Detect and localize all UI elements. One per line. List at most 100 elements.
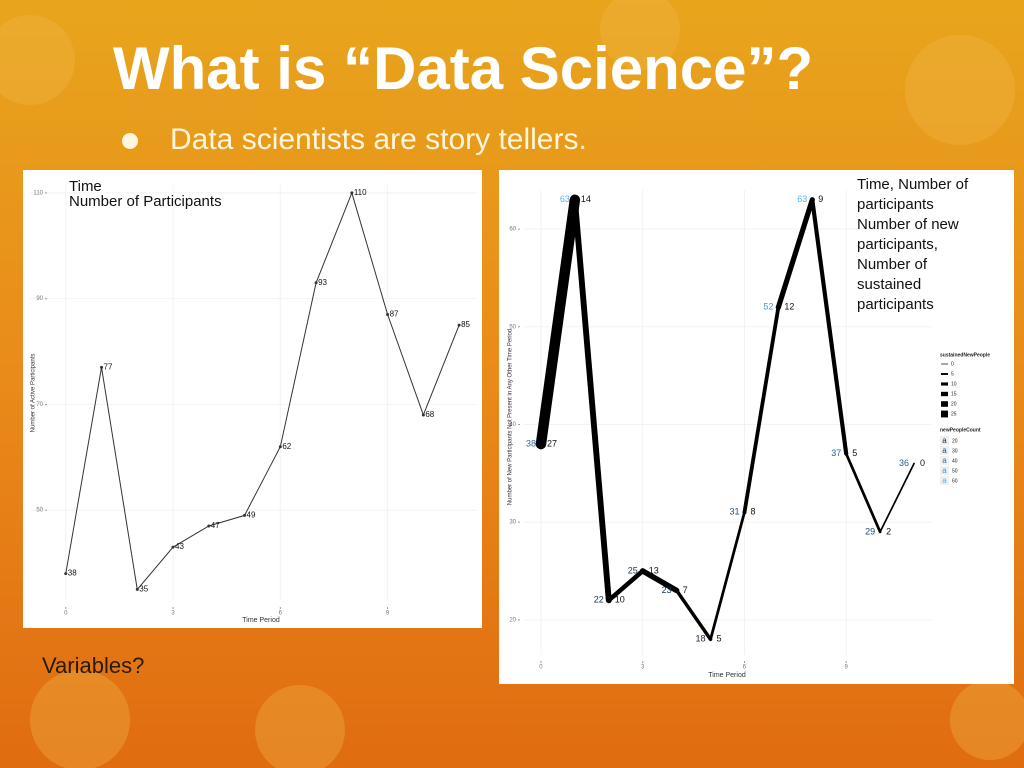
annotation: Time [69, 178, 102, 195]
legend-label: 0 [951, 361, 954, 367]
legend-label: 10 [951, 381, 957, 387]
legend-symbol: a [942, 456, 947, 465]
legend-title: newPeopleCount [940, 427, 981, 433]
data-label: 63 [560, 194, 570, 204]
annotation: Number of new [857, 216, 959, 233]
x-tick-label: 6 [743, 665, 747, 671]
legend-label: 5 [951, 371, 954, 377]
line-segment [844, 452, 882, 534]
line-segment [775, 197, 815, 310]
legend-symbol: a [942, 446, 947, 455]
data-label: 10 [615, 595, 625, 605]
line-segment [709, 510, 746, 641]
data-label: 29 [865, 526, 875, 536]
slide-title: What is “Data Science”? [113, 35, 813, 102]
line-segment [879, 462, 915, 533]
point [64, 572, 68, 576]
point [674, 588, 679, 593]
data-label: 7 [683, 585, 688, 595]
data-label: 23 [662, 585, 672, 595]
x-tick-label: 9 [386, 611, 390, 617]
y-tick-label: 50 [509, 324, 516, 330]
legend-title: sustainedNewPeople [940, 352, 990, 358]
point [278, 445, 282, 449]
point [171, 545, 175, 549]
data-label: 52 [763, 302, 773, 312]
data-label: 63 [797, 194, 807, 204]
data-label: 38 [68, 569, 77, 578]
legend-key [940, 436, 949, 445]
annotation: Time, Number of [857, 176, 969, 193]
y-tick-label: 20 [509, 617, 516, 623]
data-label: 47 [211, 521, 220, 530]
x-axis-label: Time Period [708, 672, 746, 679]
data-label: 2 [886, 526, 891, 536]
x-tick-label: 0 [64, 611, 68, 617]
y-tick-label: 50 [36, 508, 43, 514]
data-label: 36 [899, 458, 909, 468]
point [386, 313, 390, 317]
point [135, 587, 139, 591]
line-segment [742, 305, 781, 515]
bullet-text: Data scientists are story tellers. [170, 123, 587, 156]
point [844, 452, 848, 456]
data-label: 22 [594, 595, 604, 605]
line-segment [674, 588, 713, 642]
data-label: 43 [175, 542, 184, 551]
data-label: 5 [852, 448, 857, 458]
point [810, 197, 815, 202]
point [350, 191, 354, 195]
legend-key [940, 466, 949, 475]
line-segment [606, 568, 645, 603]
legend-symbol: a [942, 466, 947, 475]
data-label: 27 [547, 438, 557, 448]
legend-label: 50 [952, 468, 958, 474]
chart-panel [23, 170, 482, 628]
annotation: sustained [857, 276, 921, 293]
legend-label: 20 [951, 401, 957, 407]
data-label: 31 [729, 507, 739, 517]
legend-label: 40 [952, 458, 958, 464]
data-label: 68 [425, 410, 434, 419]
line-segment [810, 197, 849, 456]
data-label: 49 [247, 511, 256, 520]
y-axis-label: Number of New Participants Not Present i… [508, 329, 514, 505]
data-label: 9 [818, 194, 823, 204]
x-tick-label: 3 [171, 611, 175, 617]
legend-label: 20 [952, 438, 958, 444]
point [879, 531, 881, 533]
annotation: participants [857, 296, 934, 313]
x-tick-label: 6 [279, 611, 283, 617]
data-label: 0 [920, 458, 925, 468]
data-label: 14 [581, 194, 591, 204]
annotation: participants [857, 196, 934, 213]
annotation: participants, [857, 236, 938, 253]
legend-key [940, 476, 949, 485]
x-tick-label: 0 [539, 665, 543, 671]
line [65, 191, 460, 591]
line-segment [639, 568, 680, 594]
data-label: 77 [104, 362, 113, 371]
point [709, 637, 712, 641]
legend-label: 30 [952, 448, 958, 454]
bullet-icon [122, 133, 138, 149]
data-label: 38 [526, 438, 536, 448]
point [535, 438, 547, 450]
point [639, 568, 646, 574]
data-label: 13 [649, 565, 659, 575]
x-axis-label: Time Period [242, 617, 280, 624]
y-axis-label: Number of Active Participants [31, 354, 37, 433]
legend-label: 60 [952, 478, 958, 484]
data-label: 93 [318, 278, 327, 287]
chart-panel [499, 170, 1014, 684]
y-tick-label: 60 [509, 227, 516, 233]
legend-key [940, 456, 949, 465]
x-tick-label: 3 [641, 665, 645, 671]
data-label: 12 [784, 302, 794, 312]
point [775, 304, 781, 310]
legend-key [940, 446, 949, 455]
y-tick-label: 70 [36, 402, 43, 408]
point [742, 510, 747, 515]
legend-label: 25 [951, 411, 957, 417]
